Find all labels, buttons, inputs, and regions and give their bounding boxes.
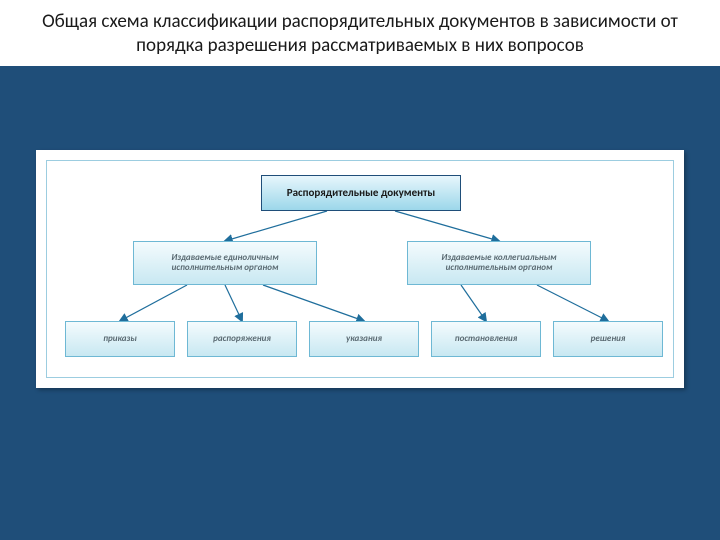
node-n4: постановления bbox=[431, 321, 541, 357]
edge-root-right bbox=[395, 211, 499, 241]
node-n2: распоряжения bbox=[187, 321, 297, 357]
slide: Общая схема классификации распорядительн… bbox=[0, 0, 720, 540]
diagram-container: Распорядительные документы Издаваемые еди… bbox=[36, 150, 684, 388]
slide-title: Общая схема классификации распорядительн… bbox=[0, 0, 720, 66]
edge-left-n2 bbox=[225, 285, 242, 321]
edge-right-n4 bbox=[461, 285, 486, 321]
node-n1: приказы bbox=[65, 321, 175, 357]
node-n3: указания bbox=[309, 321, 419, 357]
edge-root-left bbox=[225, 211, 327, 241]
diagram-inner: Распорядительные документы Издаваемые еди… bbox=[46, 160, 674, 378]
node-left: Издаваемые единоличным исполнительным ор… bbox=[133, 241, 317, 285]
node-right: Издаваемые коллегиальным исполнительным … bbox=[407, 241, 591, 285]
node-root: Распорядительные документы bbox=[261, 175, 461, 211]
node-n5: решения bbox=[553, 321, 663, 357]
edge-left-n1 bbox=[120, 285, 187, 321]
edge-right-n5 bbox=[537, 285, 608, 321]
edge-left-n3 bbox=[263, 285, 364, 321]
